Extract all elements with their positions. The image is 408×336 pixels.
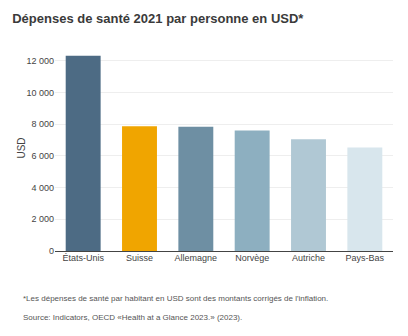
svg-text:2 000: 2 000 (31, 214, 54, 224)
svg-text:4 000: 4 000 (31, 183, 54, 193)
svg-text:Source: Indicators, OECD «Heal: Source: Indicators, OECD «Health at a Gl… (23, 313, 242, 322)
svg-text:6 000: 6 000 (31, 151, 54, 161)
svg-text:Suisse: Suisse (126, 253, 153, 263)
svg-text:Pays-Bas: Pays-Bas (346, 253, 385, 263)
svg-text:Autriche: Autriche (292, 253, 325, 263)
svg-text:12 000: 12 000 (26, 56, 54, 66)
svg-text:0: 0 (49, 246, 54, 256)
svg-text:USD: USD (16, 137, 27, 158)
svg-text:États-Unis: États-Unis (62, 253, 104, 263)
svg-text:Dépenses de santé 2021 par per: Dépenses de santé 2021 par personne en U… (12, 11, 304, 26)
svg-text:*Les dépenses de santé par hab: *Les dépenses de santé par habitant en U… (23, 294, 328, 303)
svg-text:Norvège: Norvège (235, 253, 269, 263)
svg-text:10 000: 10 000 (26, 88, 54, 98)
svg-text:Allemagne: Allemagne (175, 253, 218, 263)
svg-text:8 000: 8 000 (31, 119, 54, 129)
